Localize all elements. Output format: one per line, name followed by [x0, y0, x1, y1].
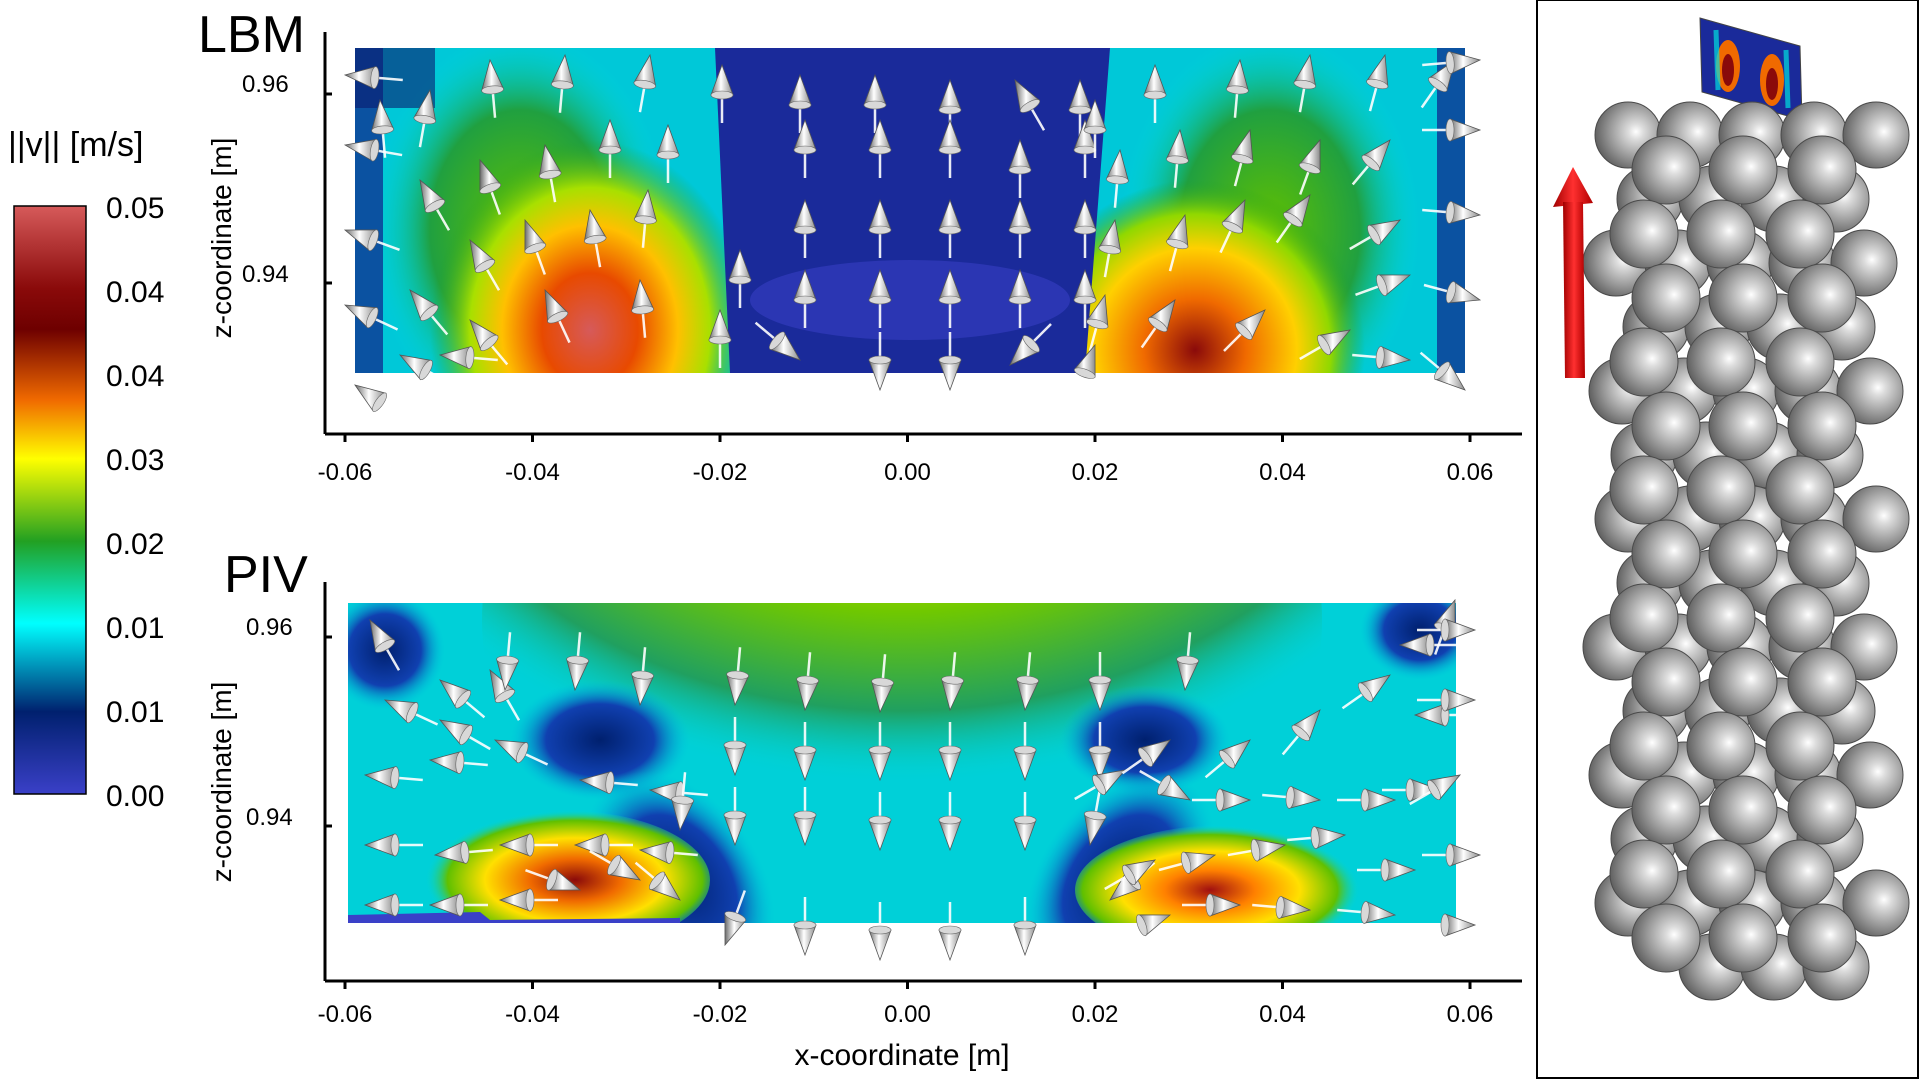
xtick-label: 0.02: [1072, 1001, 1119, 1028]
sphere: [1686, 839, 1756, 909]
sphere: [1686, 711, 1756, 781]
ytick-lbm-0.94: 0.94: [242, 261, 289, 288]
xtick-label: -0.06: [318, 459, 373, 486]
panel-piv: PIV 0.96 0.94 z-coordinate [m] -0.06 -0.0…: [206, 546, 1522, 1072]
sphere: [1631, 135, 1701, 205]
sphere-packing: [1582, 101, 1910, 1001]
sphere: [1708, 647, 1778, 717]
sphere: [1631, 647, 1701, 717]
xtick-label: 0.02: [1072, 459, 1119, 486]
sphere: [1765, 583, 1835, 653]
sphere: [1708, 263, 1778, 333]
sphere: [1836, 357, 1904, 425]
measurement-plane-inset: [1699, 17, 1803, 121]
sphere: [1787, 903, 1857, 973]
piv-vector-arrows: [363, 598, 1482, 962]
sphere: [1765, 327, 1835, 397]
sphere: [1631, 903, 1701, 973]
xtick-label: 0.00: [884, 459, 931, 486]
sphere: [1631, 391, 1701, 461]
xtick-label: -0.04: [505, 459, 560, 486]
sphere: [1708, 903, 1778, 973]
colorbar-tick: 0.03: [106, 444, 164, 477]
sphere: [1631, 519, 1701, 589]
sphere: [1787, 135, 1857, 205]
ytick-piv-0.94: 0.94: [246, 804, 293, 831]
sphere: [1765, 199, 1835, 269]
ytick-lbm-0.96: 0.96: [242, 71, 289, 98]
sphere: [1765, 455, 1835, 525]
lbm-velocity-field: [355, 48, 1465, 373]
sphere: [1609, 711, 1679, 781]
sphere: [1631, 775, 1701, 845]
xtick-label: 0.06: [1447, 1001, 1494, 1028]
xtick-label: -0.02: [693, 1001, 748, 1028]
packed-bed-panel: [1536, 0, 1919, 1079]
colorbar-tick: 0.01: [106, 612, 164, 645]
colorbar-tick: 0.02: [106, 528, 164, 561]
sphere: [1765, 839, 1835, 909]
panel-label-lbm: LBM: [198, 6, 305, 64]
sphere: [1765, 711, 1835, 781]
sphere: [1686, 455, 1756, 525]
colorbar-tick: 0.05: [106, 192, 164, 225]
xtick-label: -0.06: [318, 1001, 373, 1028]
sphere: [1609, 583, 1679, 653]
sphere: [1631, 263, 1701, 333]
sphere: [1686, 583, 1756, 653]
panel-label-piv: PIV: [224, 546, 308, 604]
colorbar-tick: 0.00: [106, 780, 164, 813]
sphere: [1787, 519, 1857, 589]
piv-velocity-field: [348, 603, 1456, 923]
xtick-label: 0.06: [1447, 459, 1494, 486]
colorbar-tick: 0.01: [106, 696, 164, 729]
xtick-label: -0.04: [505, 1001, 560, 1028]
sphere: [1686, 327, 1756, 397]
panel-lbm: LBM 0.96 0.94 z-coordinate [m] -0.06 -0.0…: [198, 6, 1522, 486]
colorbar-label: ||v|| [m/s]: [8, 126, 143, 164]
sphere: [1708, 135, 1778, 205]
sphere: [1842, 869, 1910, 937]
colorbar: ||v|| [m/s] 0.05 0.04 0.04 0.03 0.02 0.01 0.01…: [8, 126, 164, 813]
xtick-label: 0.04: [1259, 1001, 1306, 1028]
sphere: [1609, 199, 1679, 269]
sphere: [1842, 101, 1910, 169]
ytick-piv-0.96: 0.96: [246, 614, 293, 641]
sphere: [1787, 263, 1857, 333]
sphere: [1609, 455, 1679, 525]
sphere: [1609, 839, 1679, 909]
sphere: [1787, 391, 1857, 461]
sphere: [1787, 647, 1857, 717]
sphere: [1708, 519, 1778, 589]
colorbar-gradient: [13, 205, 87, 795]
sphere: [1708, 775, 1778, 845]
xtick-label: -0.02: [693, 459, 748, 486]
colorbar-tick: 0.04: [106, 360, 164, 393]
xtick-label: 0.04: [1259, 459, 1306, 486]
sphere: [1787, 775, 1857, 845]
ylabel-piv: z-coordinate [m]: [206, 682, 237, 883]
colorbar-tick: 0.04: [106, 276, 164, 309]
xlabel: x-coordinate [m]: [794, 1039, 1009, 1072]
ylabel-lbm: z-coordinate [m]: [206, 138, 237, 339]
lbm-vector-arrows: [343, 51, 1482, 420]
sphere: [1842, 485, 1910, 553]
sphere: [1708, 391, 1778, 461]
flow-direction-arrow: [1553, 167, 1593, 378]
xtick-label: 0.00: [884, 1001, 931, 1028]
sphere: [1609, 327, 1679, 397]
sphere: [1686, 199, 1756, 269]
sphere: [1836, 741, 1904, 809]
